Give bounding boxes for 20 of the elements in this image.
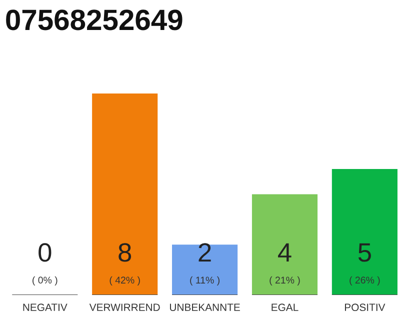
data-label: 0: [38, 243, 52, 262]
annotation: ( 42% ): [110, 276, 140, 286]
x-tick-label: POSITIV: [345, 304, 386, 312]
annotation: ( 0% ): [32, 276, 58, 286]
data-label: 4: [278, 243, 292, 262]
bar: [332, 169, 398, 296]
data-label: 8: [118, 243, 132, 262]
annotation: ( 26% ): [350, 276, 380, 286]
annotation: ( 21% ): [270, 276, 300, 286]
bar: [172, 244, 238, 296]
x-tick-label: UNBEKANNTE: [170, 304, 240, 312]
data-label: 5: [358, 243, 371, 262]
data-label: 2: [198, 243, 211, 262]
x-tick-label: VERWIRREND: [89, 304, 160, 311]
x-tick-label: NEGATIV: [23, 304, 68, 312]
x-tick-label: EGAL: [272, 304, 298, 312]
bar: [92, 93, 158, 296]
bar: [252, 194, 318, 296]
annotation: ( 11% ): [190, 276, 220, 286]
chart-title: 07568252649: [6, 10, 182, 30]
